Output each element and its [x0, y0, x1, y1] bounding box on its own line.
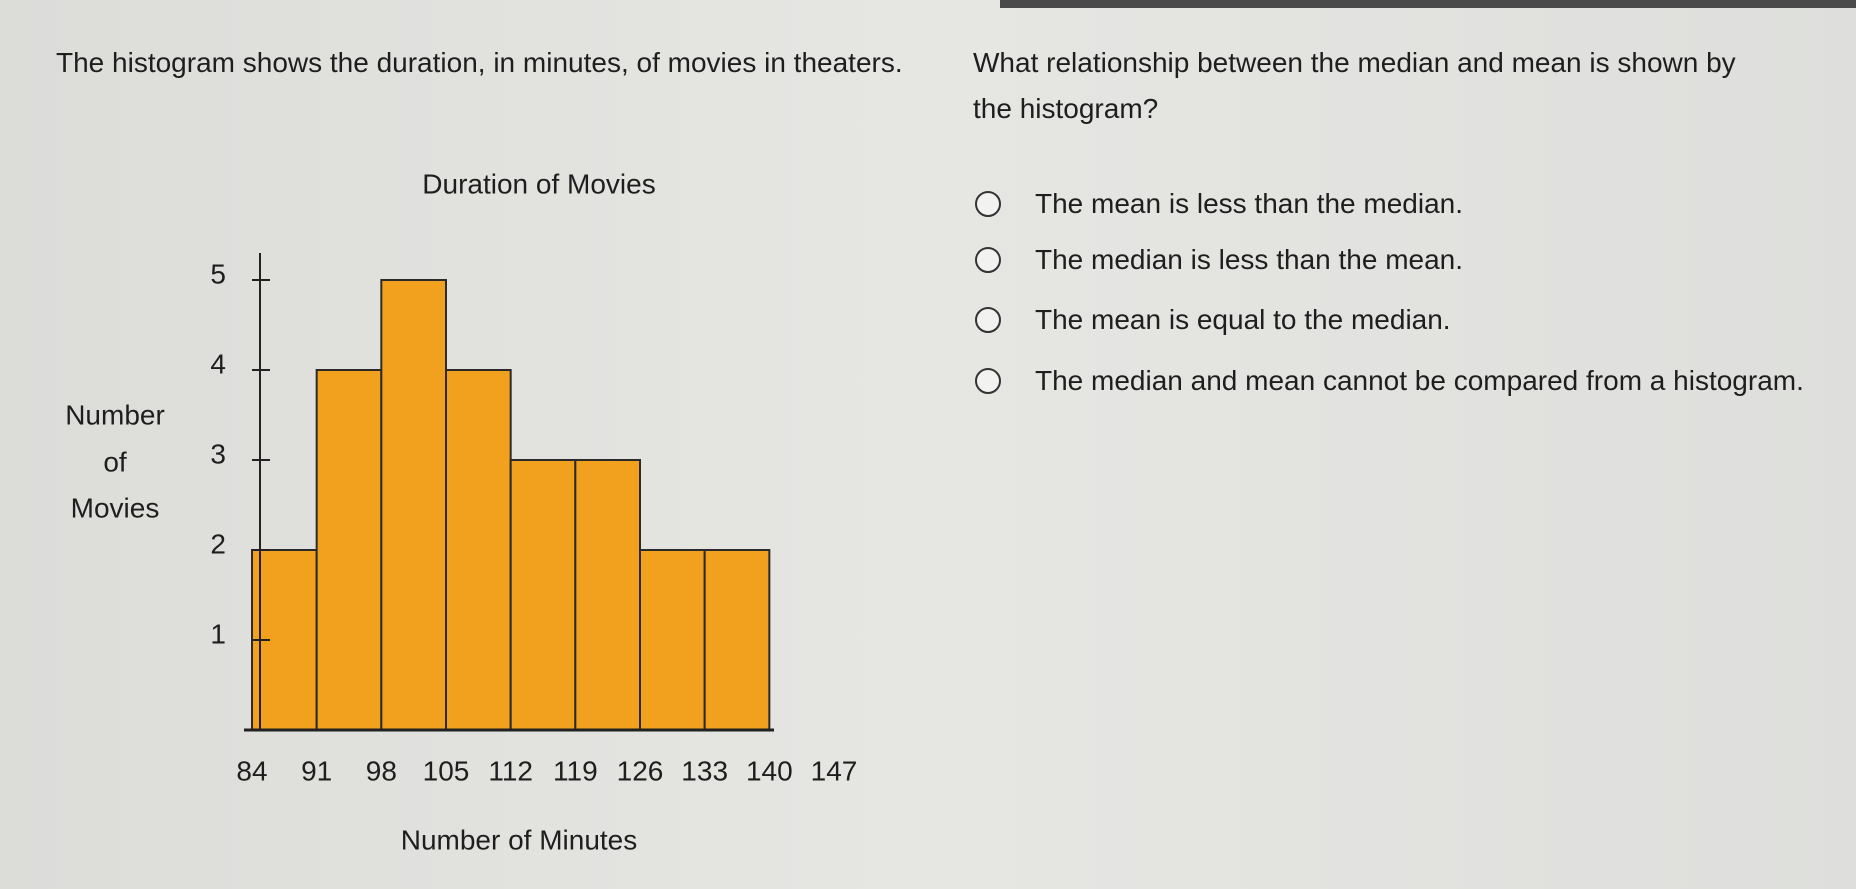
option-text[interactable]: The median is less than the mean. — [1035, 244, 1464, 275]
bar — [445, 369, 512, 731]
question-left: The histogram shows the duration, in min… — [56, 47, 903, 78]
x-tick-label: 126 — [617, 755, 664, 786]
bar — [509, 459, 577, 731]
option[interactable]: The median and mean cannot be compared f… — [975, 357, 1845, 405]
x-tick-label: 147 — [811, 755, 858, 786]
question-right: What relationship between the median and… — [973, 47, 1736, 124]
x-tick-label: 84 — [236, 755, 267, 786]
radio-button[interactable] — [975, 247, 1001, 273]
y-tick-label: 1 — [210, 618, 226, 649]
radio-button[interactable] — [975, 191, 1001, 217]
option-text[interactable]: The mean is equal to the median. — [1035, 304, 1451, 335]
bar — [315, 369, 383, 731]
top-strip — [1000, 0, 1856, 8]
bar — [574, 459, 641, 731]
option[interactable]: The mean is less than the median. — [975, 180, 1845, 228]
x-tick-label: 91 — [301, 755, 332, 786]
bar — [639, 549, 706, 731]
chart-title: Duration of Movies — [422, 168, 655, 199]
y-axis-label: Movies — [71, 492, 160, 523]
x-tick-label: 112 — [488, 755, 533, 786]
option-text[interactable]: The median and mean cannot be compared f… — [1035, 365, 1804, 396]
x-tick-label: 98 — [366, 755, 397, 786]
y-tick-label: 5 — [210, 258, 226, 289]
option[interactable]: The median is less than the mean. — [975, 236, 1845, 284]
x-tick-label: 105 — [423, 755, 470, 786]
y-tick-label: 2 — [210, 528, 226, 559]
x-axis-label: Number of Minutes — [401, 824, 638, 855]
option[interactable]: The mean is equal to the median. — [975, 296, 1845, 344]
y-tick-label: 3 — [210, 438, 226, 469]
y-tick-label: 4 — [210, 348, 226, 379]
y-axis-label: Number — [65, 399, 165, 430]
bar — [703, 549, 771, 731]
y-axis-label: of — [103, 446, 127, 477]
radio-button[interactable] — [975, 307, 1001, 333]
option-text[interactable]: The mean is less than the median. — [1035, 188, 1464, 219]
bar — [380, 279, 448, 731]
x-tick-label: 140 — [746, 755, 793, 786]
radio-button[interactable] — [975, 368, 1001, 394]
x-tick-label: 133 — [681, 755, 728, 786]
x-tick-label: 119 — [553, 755, 598, 786]
